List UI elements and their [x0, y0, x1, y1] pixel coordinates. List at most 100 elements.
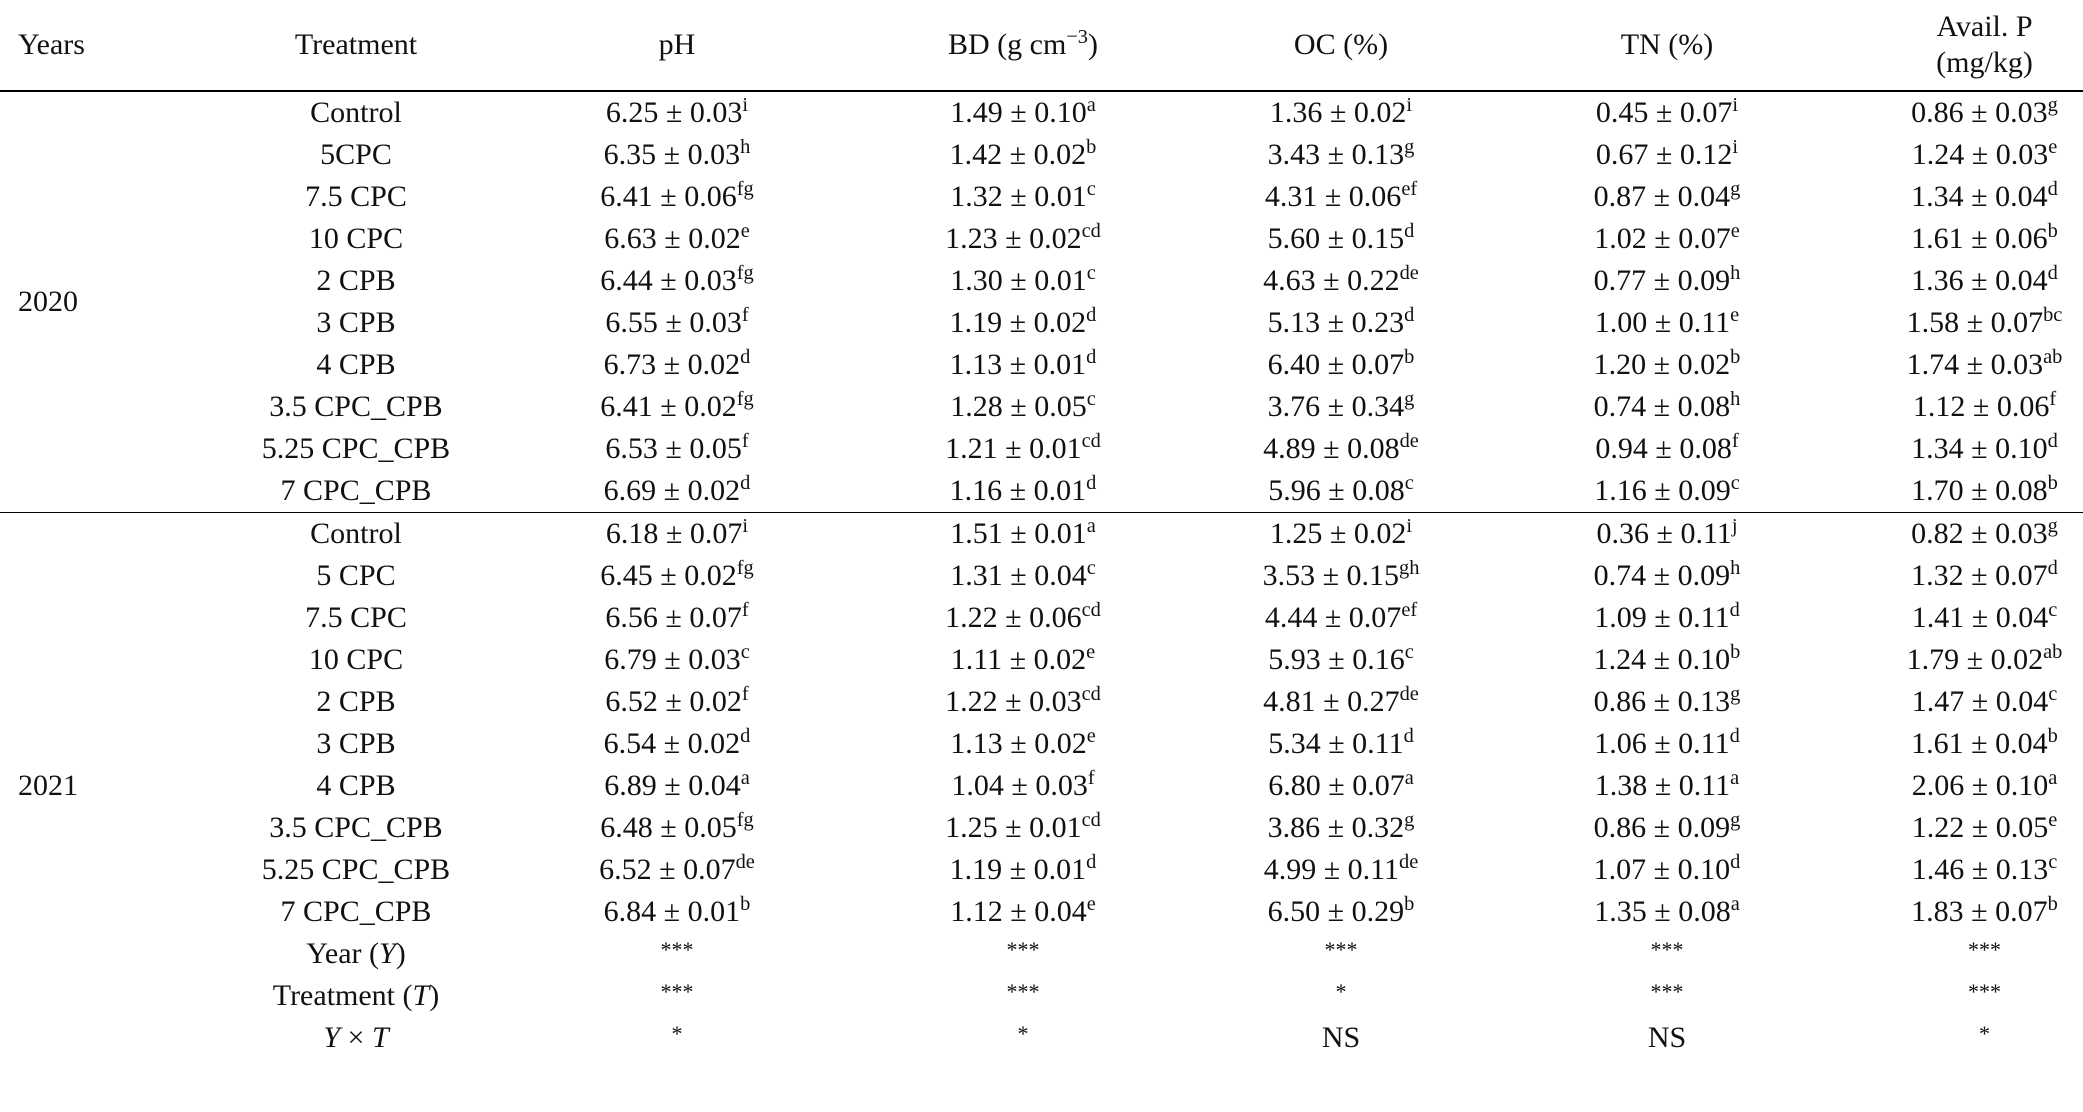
text-segment: −3: [1066, 25, 1089, 48]
value-cell: 1.28 ± 0.05c: [812, 386, 1234, 428]
mean-sd: 1.21 ± 0.01: [945, 432, 1082, 465]
value-cell: 6.79 ± 0.03c: [542, 639, 812, 681]
value-cell: 6.56 ± 0.07f: [542, 597, 812, 639]
significance-letter: f: [741, 682, 749, 705]
table-row: 2020 Control 6.25 ± 0.03i 1.49 ± 0.10a 1.36 …: [0, 91, 2083, 318]
mean-sd: 1.61 ± 0.04: [1911, 727, 2048, 760]
text-segment: T: [371, 1021, 389, 1054]
significance-letter: d: [2047, 177, 2058, 200]
mean-sd: 1.06 ± 0.11: [1594, 727, 1730, 760]
treatment-cell: 7.5 CPC: [170, 597, 542, 639]
mean-sd: 1.41 ± 0.04: [1911, 601, 2049, 634]
text-segment: Treatment (: [272, 979, 413, 1012]
header-line: (mg/kg): [1936, 46, 2033, 79]
value-cell: 1.34 ± 0.10d: [1886, 428, 2083, 470]
mean-sd: 1.24 ± 0.10: [1593, 643, 1731, 676]
significance-letter: e: [1086, 892, 1096, 915]
value-cell: 1.07 ± 0.10d: [1448, 849, 1886, 891]
significance-letter: e: [1086, 724, 1096, 747]
treatment-cell: Year (Y): [170, 933, 542, 975]
treatment-cell: 4 CPB: [170, 765, 542, 807]
mean-sd: 0.86 ± 0.13: [1593, 685, 1731, 718]
value-cell: 1.12 ± 0.04e: [812, 891, 1234, 933]
value-cell: *: [812, 1017, 1234, 1059]
mean-sd: 1.13 ± 0.01: [949, 348, 1087, 381]
table-row: 7.5 CPC 6.41 ± 0.06fg 1.32 ± 0.01c 4.31 ± 0…: [0, 176, 2083, 218]
value-cell: 1.35 ± 0.08a: [1448, 891, 1886, 933]
significance-letter: b: [1404, 892, 1415, 915]
significance-letter: b: [2047, 471, 2058, 494]
value-cell: 5.93 ± 0.16c: [1234, 639, 1448, 681]
table-row: 7 CPC_CPB 6.69 ± 0.02d 1.16 ± 0.01d 5.96 ± …: [0, 470, 2083, 513]
value-cell: 0.87 ± 0.04g: [1448, 176, 1886, 218]
value-cell: 1.12 ± 0.06f: [1886, 386, 2083, 428]
significance-letter: i: [1732, 93, 1739, 116]
significance-letter: cd: [1081, 219, 1101, 242]
value-cell: 3.86 ± 0.32g: [1234, 807, 1448, 849]
mean-sd: 0.82 ± 0.03: [1911, 517, 2048, 550]
data-table: Years Treatment pH BD (g cm−3) OC (%) TN (%) A…: [0, 0, 2083, 1059]
value-cell: 1.25 ± 0.02i: [1234, 512, 1448, 555]
mean-sd: 0.87 ± 0.04: [1593, 180, 1731, 213]
significance-letter: gh: [1399, 556, 1420, 579]
value-cell: 6.25 ± 0.03i: [542, 91, 812, 134]
mean-sd: 1.32 ± 0.01: [950, 180, 1087, 213]
value-cell: 6.41 ± 0.06fg: [542, 176, 812, 218]
table-body: 2020 Control 6.25 ± 0.03i 1.49 ± 0.10a 1.36 …: [0, 91, 2083, 1059]
mean-sd: 6.53 ± 0.05: [605, 432, 742, 465]
mean-sd: 6.18 ± 0.07: [605, 517, 743, 550]
cell-text: 5 CPC: [316, 559, 396, 592]
mean-sd: 3.43 ± 0.13: [1267, 138, 1405, 171]
significance-letter: g: [1404, 135, 1415, 158]
value-cell: 6.54 ± 0.02d: [542, 723, 812, 765]
mean-sd: 1.25 ± 0.01: [945, 811, 1082, 844]
value-cell: 1.13 ± 0.02e: [812, 723, 1234, 765]
value-cell: 1.16 ± 0.01d: [812, 470, 1234, 513]
table-row: 2 CPB 6.52 ± 0.02f 1.22 ± 0.03cd 4.81 ± 0.2…: [0, 681, 2083, 723]
value-cell: 3.53 ± 0.15gh: [1234, 555, 1448, 597]
treatment-cell: Y × T: [170, 1017, 542, 1059]
table-row: Treatment (T) *** *** * *** ***: [0, 975, 2083, 1017]
treatment-cell: Control: [170, 512, 542, 555]
value-cell: NS: [1234, 1017, 1448, 1059]
mean-sd: 1.74 ± 0.03: [1906, 348, 2044, 381]
value-cell: 6.89 ± 0.04a: [542, 765, 812, 807]
value-cell: 1.04 ± 0.03f: [812, 765, 1234, 807]
value-cell: 6.52 ± 0.07de: [542, 849, 812, 891]
value-cell: 1.21 ± 0.01cd: [812, 428, 1234, 470]
mean-sd: 3.53 ± 0.15: [1262, 559, 1400, 592]
significance-letter: d: [2047, 429, 2058, 452]
significance-letter: d: [1404, 303, 1415, 326]
cell-text: *: [1979, 1020, 1990, 1046]
value-cell: 0.36 ± 0.11j: [1448, 512, 1886, 555]
cell-text: ***: [1968, 978, 2001, 1004]
significance-letter: d: [1403, 724, 1414, 747]
significance-letter: de: [1399, 682, 1419, 705]
text-segment: ): [429, 979, 440, 1012]
value-cell: NS: [1448, 1017, 1886, 1059]
significance-letter: a: [1730, 892, 1740, 915]
mean-sd: 0.74 ± 0.08: [1593, 390, 1731, 423]
significance-letter: c: [1404, 471, 1414, 494]
value-cell: ***: [542, 933, 812, 975]
significance-letter: e: [740, 219, 750, 242]
value-cell: 6.50 ± 0.29b: [1234, 891, 1448, 933]
cell-text: *: [671, 1020, 683, 1046]
significance-letter: a: [740, 766, 750, 789]
mean-sd: 3.76 ± 0.34: [1267, 390, 1405, 423]
value-cell: 1.22 ± 0.05e: [1886, 807, 2083, 849]
significance-letter: c: [2048, 598, 2058, 621]
treatment-cell: 7.5 CPC: [170, 176, 542, 218]
value-cell: 0.82 ± 0.03g: [1886, 512, 2083, 555]
mean-sd: 5.93 ± 0.16: [1268, 643, 1405, 676]
significance-letter: fg: [736, 261, 754, 284]
mean-sd: 2.06 ± 0.10: [1911, 769, 2049, 802]
cell-text: 10 CPC: [308, 643, 404, 676]
value-cell: 4.44 ± 0.07ef: [1234, 597, 1448, 639]
value-cell: 1.11 ± 0.02e: [812, 639, 1234, 681]
text-segment: ): [395, 937, 406, 970]
table-row: 7.5 CPC 6.56 ± 0.07f 1.22 ± 0.06cd 4.44 ± 0…: [0, 597, 2083, 639]
value-cell: ***: [1234, 933, 1448, 975]
value-cell: 1.83 ± 0.07b: [1886, 891, 2083, 933]
